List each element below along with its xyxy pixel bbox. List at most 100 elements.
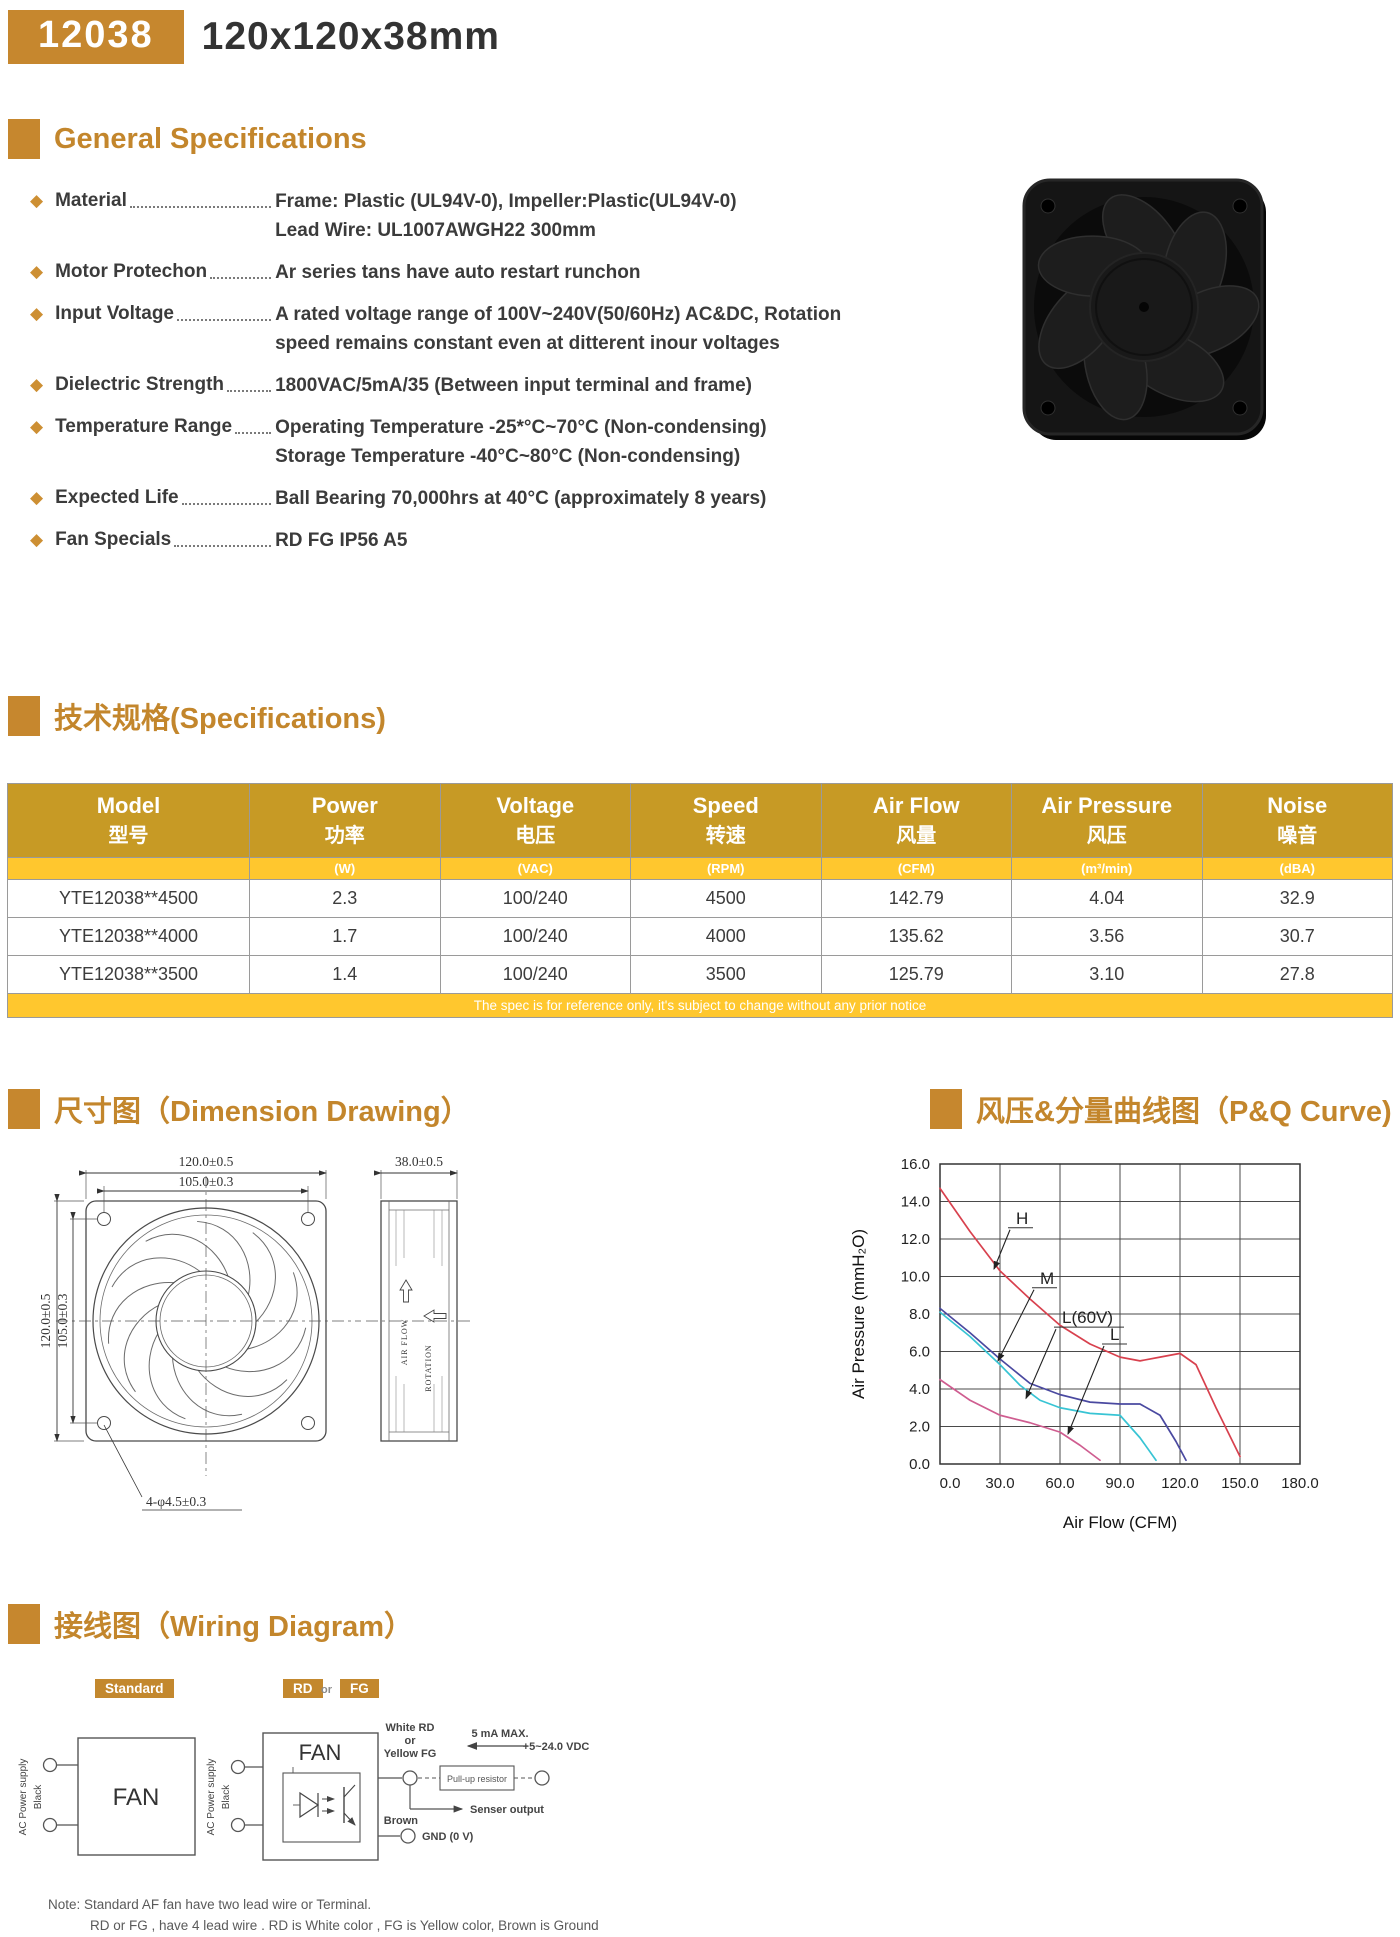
brown-label: Brown <box>384 1815 419 1827</box>
table-row: YTE12038**3500 1.4 100/240 3500 125.79 3.10 27… <box>7 954 1393 994</box>
general-specs-heading: General Specifications <box>8 119 1400 159</box>
dotted-leader <box>129 206 272 208</box>
table-cell: 100/240 <box>439 954 631 994</box>
specifications-table-section: 技术规格(Specifications) Model 型号 Power 功率 Volta… <box>0 695 1400 1018</box>
dimension-drawing-section: 尺寸图（Dimension Drawing） <box>0 1088 700 1531</box>
svg-text:L: L <box>1110 1325 1119 1344</box>
dim-height-label: 120.0±0.5 <box>38 1293 53 1348</box>
spec-value: RD FG IP56 A5 <box>275 530 408 551</box>
column-unit: (W) <box>249 856 441 880</box>
airflow-label: AIR FLOW <box>400 1319 409 1365</box>
svg-text:M: M <box>1040 1269 1054 1288</box>
svg-text:10.0: 10.0 <box>901 1268 930 1285</box>
dotted-leader <box>227 390 272 392</box>
black-label: Black <box>221 1784 232 1809</box>
pq-curve-section: 风压&分量曲线图（P&Q Curve) 0.0 30.0 60.0 90.0 120.0… <box>700 1088 1400 1541</box>
spec-item: ◆ Material Frame: Plastic (UL94V-0), Impel… <box>30 187 890 245</box>
table-cell: 125.79 <box>820 954 1012 994</box>
pq-curve-chart: 0.0 30.0 60.0 90.0 120.0 150.0 180.0 0.0 2.0 4.0 6… <box>849 1156 1319 1532</box>
svg-text:Air Flow (CFM): Air Flow (CFM) <box>1063 1513 1177 1532</box>
table-cell: 32.9 <box>1201 878 1393 918</box>
table-cell: 3.10 <box>1011 954 1203 994</box>
column-header: Air Pressure 风压 <box>1011 783 1203 858</box>
diamond-bullet-icon: ◆ <box>30 530 44 549</box>
table-cell: 100/240 <box>439 916 631 956</box>
svg-text:H: H <box>1016 1209 1028 1228</box>
spec-item: ◆ Temperature Range Operating Temperature … <box>30 413 890 471</box>
general-specifications-section: General Specifications ◆ Material Frame: P… <box>0 119 1400 555</box>
table-cell: 4.04 <box>1011 878 1203 918</box>
standard-badge: Standard <box>95 1678 174 1698</box>
fg-badge: FG <box>340 1678 379 1698</box>
dotted-leader <box>210 277 272 279</box>
spec-label: Input Voltage <box>55 303 174 324</box>
spec-table-body: YTE12038**4500 2.3 100/240 4500 142.79 4.04 32… <box>7 878 1393 994</box>
dotted-leader <box>174 545 272 547</box>
section-title: General Specifications <box>54 122 367 155</box>
airflow-arrow-icon <box>399 1278 413 1303</box>
section-marker <box>8 696 40 736</box>
dotted-leader <box>235 432 272 434</box>
supply-label: AC Power supply <box>18 1758 29 1835</box>
wiring-body: Standard RD or FG FAN AC Power supply Bl… <box>0 1678 1400 1891</box>
table-cell: 100/240 <box>439 878 631 918</box>
spec-table-header-row: Model 型号 Power 功率 Voltage 电压 Speed 转速 Air Flow 风量… <box>7 783 1393 858</box>
section-marker <box>8 119 40 159</box>
column-header: Model 型号 <box>7 783 250 858</box>
page-title: 120x120x38mm <box>201 15 500 58</box>
svg-text:12.0: 12.0 <box>901 1231 930 1248</box>
spec-label: Motor Protechon <box>55 261 208 282</box>
diamond-bullet-icon: ◆ <box>30 262 44 281</box>
pq-heading: 风压&分量曲线图（P&Q Curve) <box>930 1088 1400 1130</box>
wiring-diagram: FAN AC Power supply Black FAN AC Power s… <box>18 1722 589 1861</box>
column-unit: (m³/min) <box>1011 856 1203 880</box>
svg-text:0.0: 0.0 <box>909 1456 930 1473</box>
rd-badge: RD <box>283 1678 323 1698</box>
spec-value: 1800VAC/5mA/35 (Between input terminal a… <box>275 375 752 396</box>
svg-text:14.0: 14.0 <box>901 1193 930 1210</box>
table-cell: 135.62 <box>820 916 1012 956</box>
spec-label: Fan Specials <box>55 529 172 550</box>
table-row: YTE12038**4000 1.7 100/240 4000 135.62 3.56 30… <box>7 916 1393 956</box>
section-title: 接线图（Wiring Diagram） <box>54 1610 414 1643</box>
svg-text:30.0: 30.0 <box>985 1475 1014 1492</box>
wiring-heading: 接线图（Wiring Diagram） <box>8 1603 1400 1645</box>
rotation-arrow-icon <box>423 1309 447 1323</box>
spec-table-units-row: (W) (VAC) (RPM) (CFM) (m³/min) (dBA) <box>7 856 1393 880</box>
spec-item: ◆ Expected Life Ball Bearing 70,000hrs at … <box>30 484 890 513</box>
dotted-leader <box>177 319 272 321</box>
table-cell: YTE12038**4500 <box>7 878 250 918</box>
svg-text:L(60V): L(60V) <box>1062 1308 1113 1327</box>
spec-list: ◆ Material Frame: Plastic (UL94V-0), Impel… <box>30 187 890 555</box>
dimension-heading: 尺寸图（Dimension Drawing） <box>8 1088 700 1130</box>
supply-label: AC Power supply <box>206 1758 217 1835</box>
spec-table: Model 型号 Power 功率 Voltage 电压 Speed 转速 Air Flow 风量… <box>7 783 1393 1018</box>
diamond-bullet-icon: ◆ <box>30 191 44 210</box>
model-badge: 12038 <box>8 10 184 64</box>
table-cell: 142.79 <box>820 878 1012 918</box>
spec-value: Operating Temperature -25*°C~70°C (Non-c… <box>275 417 767 467</box>
column-unit: (RPM) <box>630 856 822 880</box>
svg-text:8.0: 8.0 <box>909 1306 930 1323</box>
table-cell: 30.7 <box>1201 916 1393 956</box>
drawings-row: 尺寸图（Dimension Drawing） <box>0 1088 1400 1541</box>
table-cell: 1.7 <box>249 916 441 956</box>
column-unit <box>7 856 250 880</box>
fan-label: FAN <box>113 1784 160 1811</box>
dotted-leader <box>181 503 272 505</box>
dim-holes-label: 4-φ4.5±0.3 <box>146 1494 206 1509</box>
section-title: 技术规格(Specifications) <box>54 703 386 735</box>
column-unit: (CFM) <box>820 856 1012 880</box>
table-row: YTE12038**4500 2.3 100/240 4500 142.79 4.04 32… <box>7 878 1393 918</box>
section-marker <box>8 1088 40 1129</box>
svg-text:6.0: 6.0 <box>909 1343 930 1360</box>
signal-label-2: or <box>405 1735 417 1747</box>
dim-pitch-label: 105.0±0.3 <box>179 1174 234 1189</box>
svg-text:120.0: 120.0 <box>1161 1475 1199 1492</box>
svg-text:16.0: 16.0 <box>901 1156 930 1173</box>
optocoupler <box>282 1772 361 1843</box>
section-marker <box>930 1088 962 1129</box>
fan-product-photo <box>1018 141 1268 485</box>
diamond-bullet-icon: ◆ <box>30 304 44 323</box>
note-line: Note: Standard AF fan have two lead wire… <box>48 1896 372 1912</box>
